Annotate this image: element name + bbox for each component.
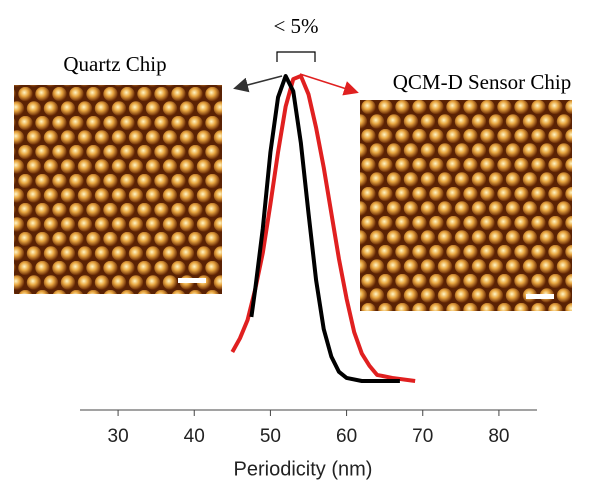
- x-tick-label: 60: [336, 426, 357, 447]
- x-tick-label: 80: [488, 426, 509, 447]
- x-axis-label: Periodicity (nm): [234, 458, 373, 480]
- arrow: [299, 73, 359, 96]
- line-series: [249, 74, 400, 383]
- arrow: [233, 75, 283, 93]
- image-label: Quartz Chip: [63, 52, 166, 76]
- x-tick-label: 50: [260, 426, 281, 447]
- x-tick-label: 40: [184, 426, 205, 447]
- image-label: QCM-D Sensor Chip: [393, 70, 572, 94]
- bracket: [276, 51, 316, 62]
- annotation: < 5%: [273, 14, 318, 38]
- x-tick-label: 70: [412, 426, 433, 447]
- x-tick-label: 30: [108, 426, 129, 447]
- afm-image-left: [14, 85, 222, 294]
- afm-image-right: [360, 100, 572, 311]
